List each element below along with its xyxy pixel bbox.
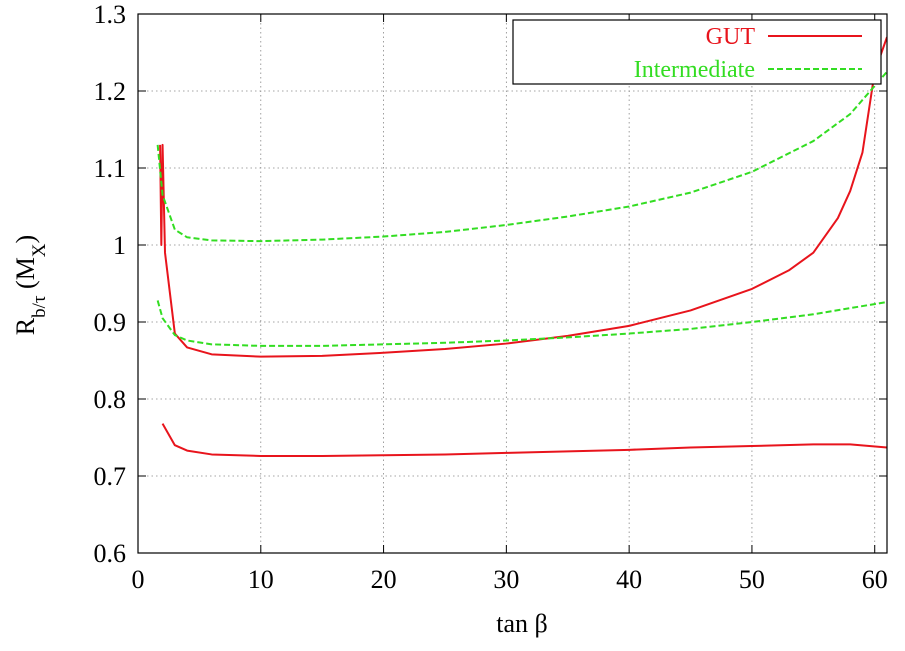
gut-series-line <box>159 36 887 358</box>
x-axis-label-beta: β <box>535 609 548 638</box>
y-tick-label: 0.8 <box>94 385 127 414</box>
y-tick-label: 1.2 <box>94 77 127 106</box>
x-tick-label: 50 <box>739 565 765 594</box>
y-axis-label-main: R <box>11 317 40 335</box>
y-axis-label-sub: b/τ <box>29 295 50 318</box>
y-axis-label-rest: (M <box>11 257 40 295</box>
y-tick-label: 0.6 <box>94 539 127 568</box>
gut-series-line <box>161 423 887 457</box>
x-tick-label: 40 <box>616 565 642 594</box>
y-tick-labels: 0.6 0.7 0.8 0.9 1 1.1 1.2 1.3 <box>94 0 127 568</box>
x-tick-labels: 0 10 20 30 40 50 60 <box>132 565 888 594</box>
grid-lines <box>138 14 887 553</box>
y-tick-label: 0.9 <box>94 308 127 337</box>
y-tick-label: 1.3 <box>94 0 127 29</box>
x-tick-label: 10 <box>248 565 274 594</box>
x-tick-label: 60 <box>862 565 888 594</box>
legend-entry-gut: GUT <box>706 24 756 50</box>
legend: GUT Intermediate <box>512 19 882 85</box>
y-axis-label-close: ) <box>11 235 40 244</box>
legend-box <box>512 19 882 85</box>
legend-entry-intermediate: Intermediate <box>634 57 755 83</box>
y-tick-label: 1 <box>113 231 126 260</box>
axis-ticks <box>137 13 887 554</box>
x-axis-label: tan β <box>496 609 548 638</box>
y-axis-label: Rb/τ (MX) <box>11 235 50 335</box>
x-tick-label: 0 <box>132 565 145 594</box>
intermediate-series-line <box>156 300 887 347</box>
x-tick-label: 20 <box>371 565 397 594</box>
y-tick-label: 0.7 <box>94 462 127 491</box>
y-axis-label-sub2: X <box>29 243 50 257</box>
plot-frame <box>137 13 888 554</box>
intermediate-series-line <box>156 71 887 243</box>
x-tick-label: 30 <box>493 565 519 594</box>
plot-series <box>156 36 887 457</box>
x-axis-label-text: tan <box>496 609 534 638</box>
y-tick-label: 1.1 <box>94 154 127 183</box>
